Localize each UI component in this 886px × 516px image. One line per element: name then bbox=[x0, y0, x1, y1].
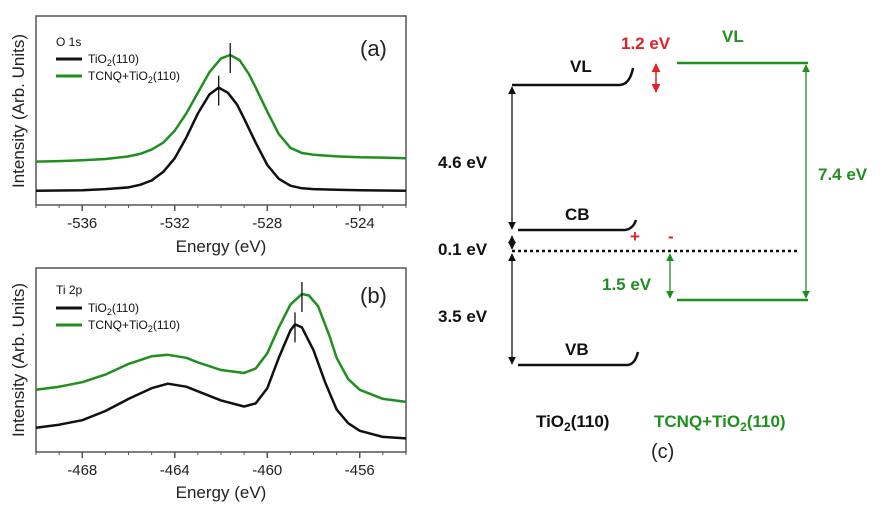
tio2-material-label: TiO2(110) bbox=[536, 412, 609, 434]
panel-a-tick-label: -528 bbox=[252, 215, 282, 232]
panel-b-core-level: Ti 2p bbox=[56, 283, 83, 297]
vl-shift-label: 1.2 eV bbox=[621, 34, 671, 53]
panel-c-energy-diagram: VL CB VB 4.6 eV 0.1 eV 3.5 eV 1.2 eV + -… bbox=[438, 27, 868, 463]
panel-a-series-tio2 bbox=[35, 86, 407, 193]
panel-a-o1s-chart: -536 -532 -528 -524 O 1s TiO2(110) TCNQ+TiO… bbox=[9, 15, 407, 256]
panel-a-legend-tio2: TiO2(110) bbox=[88, 52, 139, 68]
panel-b-tick-label: -456 bbox=[345, 462, 375, 479]
tio2-vl-label: VL bbox=[570, 57, 592, 76]
panel-a-legend-tcnq: TCNQ+TiO2(110) bbox=[88, 69, 180, 85]
panel-a-series-tcnq bbox=[35, 53, 407, 163]
tio2-cb-label: CB bbox=[565, 205, 590, 224]
panel-b-series-tcnq bbox=[35, 292, 407, 404]
tio2-vl-level bbox=[512, 67, 635, 87]
panel-b-legend-tcnq: TCNQ+TiO2(110) bbox=[88, 318, 180, 334]
panel-a-xlabel: Energy (eV) bbox=[176, 237, 267, 256]
panel-a-ylabel: Intensity (Arb. Units) bbox=[9, 34, 28, 188]
panel-b-peak-markers bbox=[294, 282, 303, 343]
panel-b-x-ticks: -468 -464 -460 -456 bbox=[35, 452, 407, 479]
tcnq-ip-label: 7.4 eV bbox=[818, 165, 868, 184]
panel-a-tick-label: -524 bbox=[345, 215, 375, 232]
tcnq-vl-label: VL bbox=[722, 27, 744, 46]
panel-a-tick-label: -532 bbox=[160, 215, 190, 232]
tcnq-material-label: TCNQ+TiO2(110) bbox=[654, 412, 786, 434]
panel-b-series-group bbox=[35, 292, 407, 440]
panel-a-letter: (a) bbox=[360, 36, 387, 61]
panel-a-core-level: O 1s bbox=[56, 35, 81, 49]
panel-b-xlabel: Energy (eV) bbox=[176, 483, 267, 502]
panel-a-tick-label: -536 bbox=[67, 215, 97, 232]
tio2-cb-level bbox=[518, 219, 638, 232]
panel-a-frame bbox=[35, 15, 407, 206]
positive-charge: + bbox=[630, 227, 640, 246]
tio2-vb-label: VB bbox=[565, 340, 589, 359]
panel-a-peak-markers bbox=[218, 42, 231, 106]
tcnq-fermi-label: 1.5 eV bbox=[602, 275, 652, 294]
panel-a-x-ticks: -536 -532 -528 -524 bbox=[35, 205, 407, 232]
panel-b-series-tio2 bbox=[35, 323, 407, 440]
panel-b-ylabel: Intensity (Arb. Units) bbox=[9, 283, 28, 437]
panel-b-ti2p-chart: -468 -464 -460 -456 Ti 2p TiO2(110) TCNQ+Ti… bbox=[9, 267, 407, 502]
gap-label-fermi-vb: 3.5 eV bbox=[438, 307, 488, 326]
tio2-vb-level bbox=[518, 351, 640, 367]
panel-b-legend-tio2: TiO2(110) bbox=[88, 301, 139, 317]
panel-b-tick-label: -460 bbox=[252, 462, 282, 479]
negative-charge: - bbox=[668, 227, 674, 246]
gap-label-cb-fermi: 0.1 eV bbox=[438, 240, 488, 259]
panel-b-tick-label: -468 bbox=[67, 462, 97, 479]
panel-b-letter: (b) bbox=[360, 283, 387, 308]
panel-a-series-group bbox=[35, 53, 407, 193]
panel-b-tick-label: -464 bbox=[160, 462, 190, 479]
gap-label-vl-cb: 4.6 eV bbox=[438, 153, 488, 172]
panel-c-letter: (c) bbox=[651, 441, 674, 463]
